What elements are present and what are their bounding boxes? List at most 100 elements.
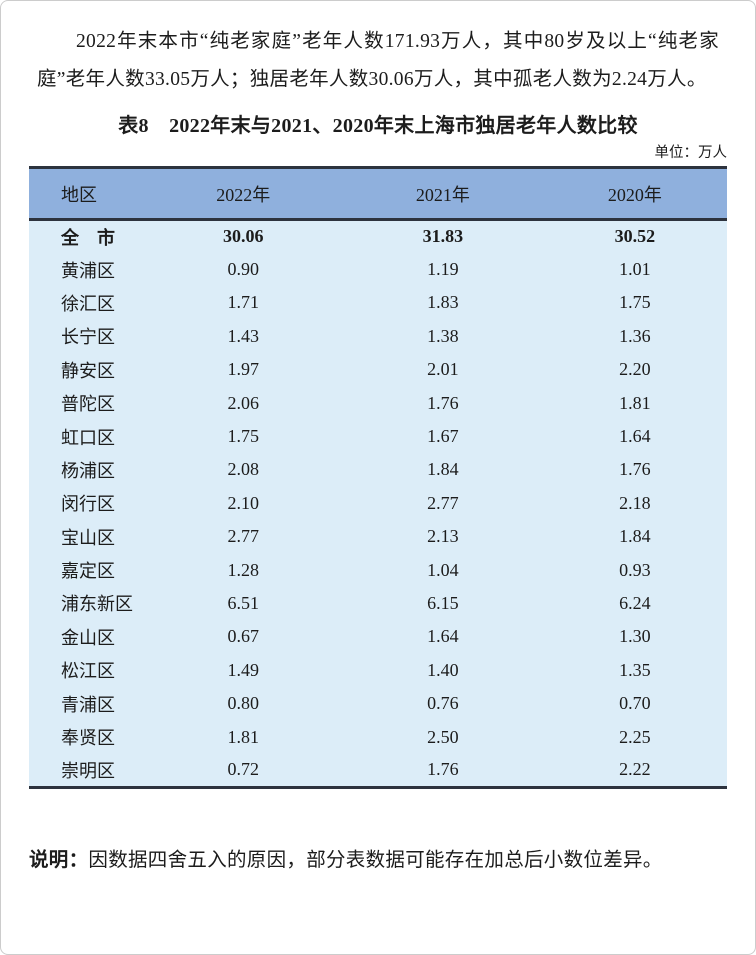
- value-cell: 2.10: [227, 492, 260, 513]
- value-cell: 30.52: [614, 226, 656, 247]
- value-cell: 1.97: [227, 359, 260, 380]
- region-cell: 徐汇区: [61, 293, 115, 314]
- unit-label: 单位：万人: [654, 145, 728, 161]
- value-cell: 0.67: [227, 626, 260, 647]
- value-cell: 2.20: [619, 359, 651, 380]
- value-cell: 2.25: [619, 726, 651, 747]
- value-cell: 1.64: [427, 626, 459, 647]
- value-cell: 2.01: [427, 359, 459, 380]
- value-cell: 1.04: [427, 559, 459, 580]
- region-cell: 崇明区: [61, 760, 115, 781]
- table-row: 徐汇区 1.71 1.83 1.75: [29, 286, 727, 319]
- table-row: 金山区 0.67 1.64 1.30: [29, 620, 727, 653]
- region-cell: 静安区: [61, 360, 115, 381]
- value-cell: 0.72: [227, 759, 260, 780]
- value-cell: 1.84: [427, 459, 459, 480]
- value-cell: 2.18: [619, 492, 651, 513]
- table-row: 崇明区 0.72 1.76 2.22: [29, 754, 727, 787]
- table-row: 浦东新区 6.51 6.15 6.24: [29, 587, 727, 620]
- table-row: 闵行区 2.10 2.77 2.18: [29, 487, 727, 520]
- value-cell: 30.06: [223, 226, 264, 247]
- region-cell: 青浦区: [61, 694, 115, 715]
- table-row: 全 市 30.06 31.83 30.52: [29, 220, 727, 253]
- column-header-2021: 2021年: [415, 184, 470, 205]
- column-header-region: 地区: [61, 184, 97, 205]
- region-cell: 宝山区: [61, 527, 115, 548]
- value-cell: 1.76: [619, 459, 651, 480]
- value-cell: 1.84: [619, 526, 651, 547]
- value-cell: 0.76: [427, 693, 459, 714]
- region-cell: 闵行区: [61, 494, 115, 515]
- value-cell: 1.30: [619, 626, 651, 647]
- table-row: 宝山区 2.77 2.13 1.84: [29, 520, 727, 553]
- table-row: 长宁区 1.43 1.38 1.36: [29, 320, 727, 353]
- value-cell: 1.49: [227, 659, 260, 680]
- region-cell: 长宁区: [61, 327, 115, 348]
- value-cell: 1.01: [619, 259, 651, 280]
- table-row: 虹口区 1.75 1.67 1.64: [29, 420, 727, 453]
- table-row: 松江区 1.49 1.40 1.35: [29, 654, 727, 687]
- value-cell: 1.19: [427, 259, 459, 280]
- value-cell: 1.43: [227, 325, 260, 346]
- table-row: 奉贤区 1.81 2.50 2.25: [29, 720, 727, 753]
- table-row: 杨浦区 2.08 1.84 1.76: [29, 453, 727, 486]
- table-header-row: 地区 2022年 2021年 2020年: [29, 167, 727, 220]
- value-cell: 1.75: [619, 292, 651, 313]
- value-cell: 2.13: [427, 526, 459, 547]
- region-cell: 金山区: [61, 627, 115, 648]
- table-row: 嘉定区 1.28 1.04 0.93: [29, 553, 727, 586]
- value-cell: 1.36: [619, 325, 651, 346]
- table-title: 表8 2022年末与2021、2020年末上海市独居老年人数比较: [118, 115, 638, 137]
- region-cell: 松江区: [61, 661, 115, 682]
- value-cell: 1.81: [227, 726, 260, 747]
- value-cell: 0.70: [619, 693, 651, 714]
- value-cell: 1.71: [227, 292, 260, 313]
- value-cell: 2.77: [227, 526, 260, 547]
- table-header: 地区 2022年 2021年 2020年: [29, 167, 727, 220]
- region-cell: 嘉定区: [61, 561, 115, 582]
- region-cell: 普陀区: [61, 394, 115, 415]
- column-header-2022: 2022年: [216, 184, 271, 205]
- table-body: 全 市 30.06 31.83 30.52 黄浦区 0.90 1.19 1.01 徐汇区 1.71…: [29, 219, 727, 788]
- value-cell: 1.28: [227, 559, 260, 580]
- value-cell: 6.24: [619, 592, 651, 613]
- value-cell: 1.81: [619, 392, 651, 413]
- value-cell: 31.83: [422, 226, 464, 247]
- value-cell: 2.06: [227, 392, 260, 413]
- table-row: 青浦区 0.80 0.76 0.70: [29, 687, 727, 720]
- value-cell: 0.93: [619, 559, 651, 580]
- value-cell: 0.80: [227, 693, 260, 714]
- footnote: 说明：因数据四舍五入的原因，部分表数据可能存在加总后小数位差异。: [29, 846, 727, 876]
- value-cell: 2.77: [427, 492, 459, 513]
- value-cell: 2.08: [227, 459, 260, 480]
- value-cell: 1.67: [427, 426, 459, 447]
- value-cell: 1.76: [427, 392, 459, 413]
- value-cell: 0.90: [227, 259, 260, 280]
- region-cell: 黄浦区: [61, 260, 115, 281]
- footnote-label: 说明：: [29, 849, 89, 871]
- value-cell: 1.75: [227, 426, 260, 447]
- region-cell: 奉贤区: [61, 728, 115, 749]
- value-cell: 2.22: [619, 759, 651, 780]
- value-cell: 2.50: [427, 726, 459, 747]
- value-cell: 1.38: [427, 325, 459, 346]
- intro-paragraph: 2022年末本市“纯老家庭”老年人数171.93万人，其中80岁及以上“纯老家庭…: [37, 31, 719, 90]
- column-header-2020: 2020年: [607, 184, 662, 205]
- table-row: 黄浦区 0.90 1.19 1.01: [29, 253, 727, 286]
- value-cell: 1.83: [427, 292, 459, 313]
- region-cell: 杨浦区: [61, 460, 115, 481]
- region-cell: 浦东新区: [61, 594, 133, 615]
- table-row: 静安区 1.97 2.01 2.20: [29, 353, 727, 386]
- value-cell: 1.76: [427, 759, 459, 780]
- value-cell: 6.15: [427, 592, 459, 613]
- value-cell: 1.35: [619, 659, 651, 680]
- value-cell: 1.40: [427, 659, 459, 680]
- region-cell: 虹口区: [61, 427, 115, 448]
- comparison-table: 地区 2022年 2021年 2020年 全 市 30.06 31.83 30.52 黄…: [29, 166, 727, 789]
- region-cell: 全 市: [61, 227, 115, 248]
- table-row: 普陀区 2.06 1.76 1.81: [29, 386, 727, 419]
- page-content: 2022年末本市“纯老家庭”老年人数171.93万人，其中80岁及以上“纯老家庭…: [1, 23, 755, 876]
- footnote-text: 因数据四舍五入的原因，部分表数据可能存在加总后小数位差异。: [88, 849, 663, 871]
- value-cell: 6.51: [227, 592, 260, 613]
